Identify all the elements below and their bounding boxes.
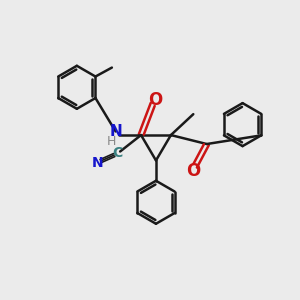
Text: O: O	[148, 91, 163, 109]
Text: N: N	[109, 124, 122, 139]
Text: O: O	[186, 162, 200, 180]
Text: C: C	[112, 146, 123, 160]
Text: H: H	[106, 134, 116, 148]
Text: N: N	[92, 156, 103, 170]
